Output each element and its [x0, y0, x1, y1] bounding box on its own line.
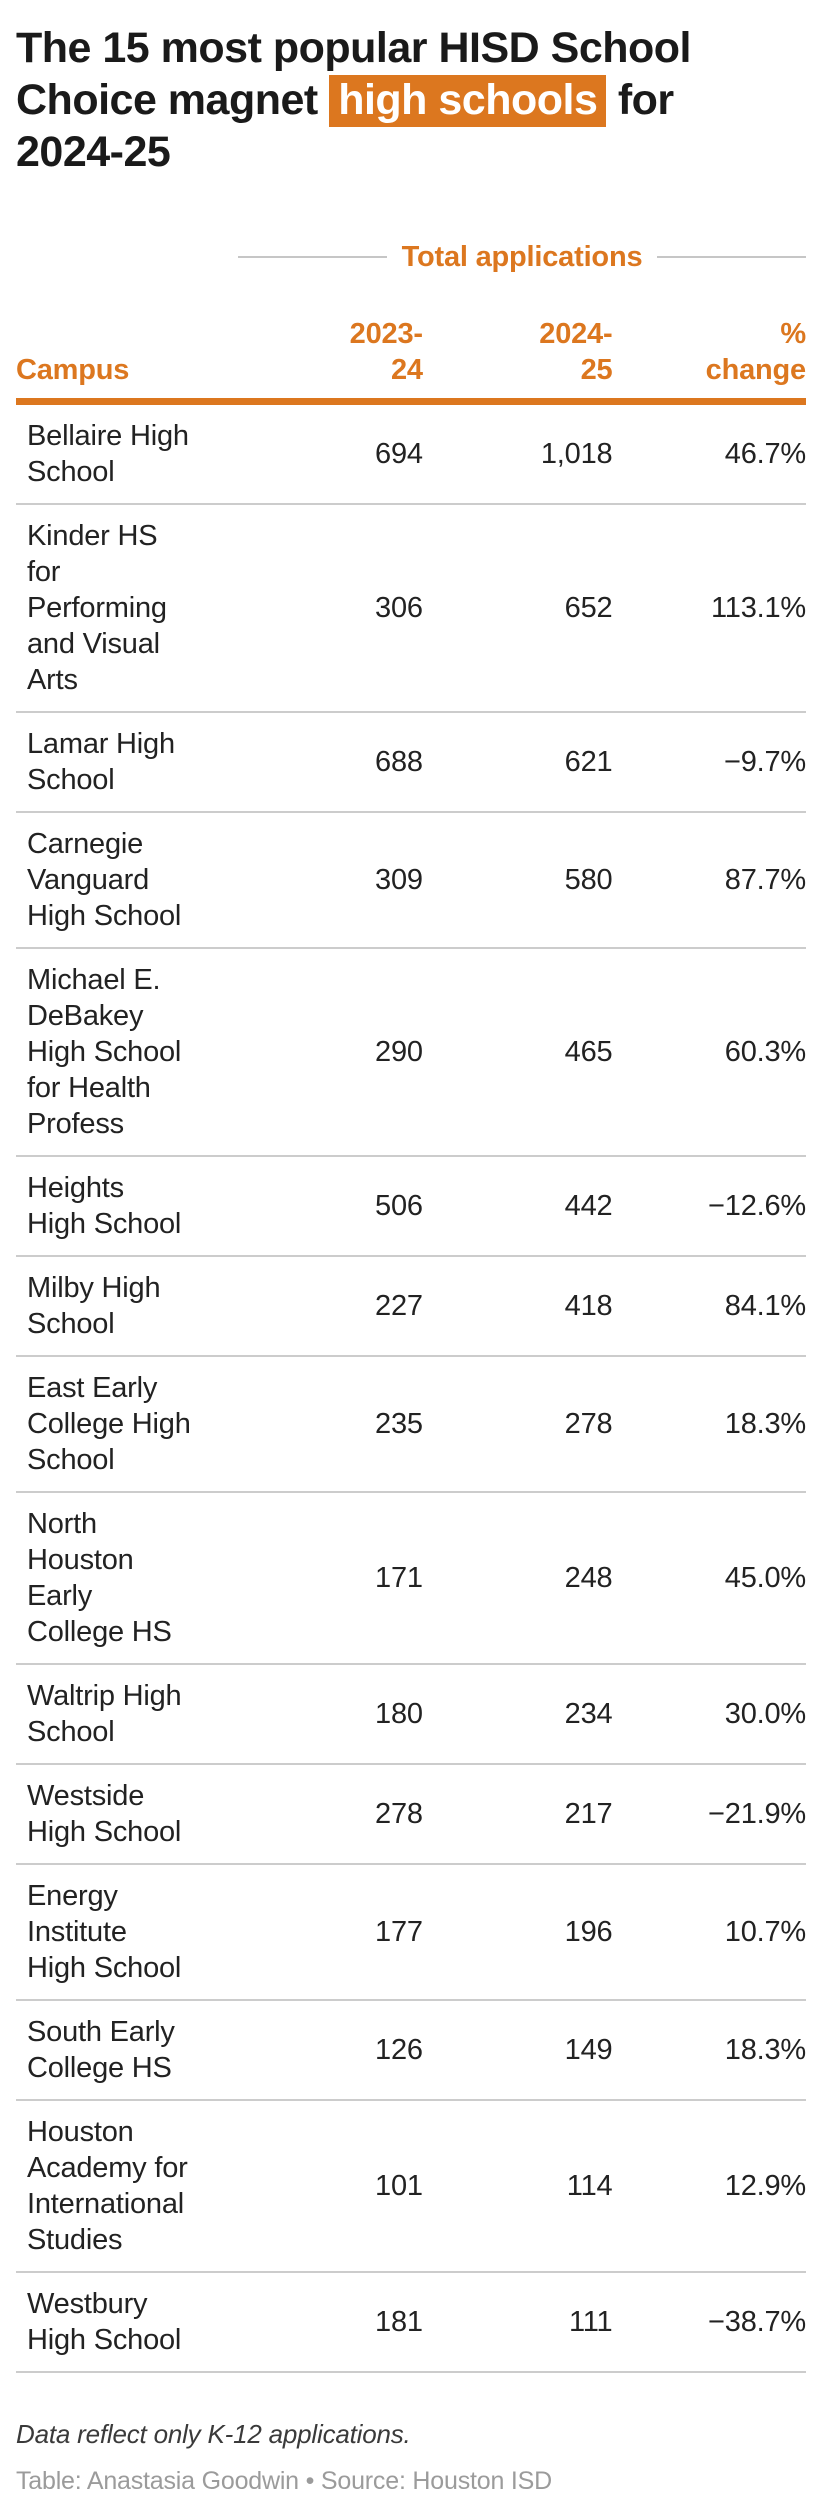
percent-change: −12.6% [708, 1190, 806, 1222]
table-row: Houston Academy for International Studie… [16, 2100, 806, 2272]
applications-2023-24: 694 [375, 438, 423, 470]
title-line-2-post: for [617, 76, 674, 124]
footnote: Data reflect only K-12 applications. [16, 2419, 411, 2449]
percent-change: 84.1% [724, 1290, 806, 1322]
table-row: Carnegie Vanguard High School 309 580 87… [16, 812, 806, 948]
applications-2024-25: 217 [564, 1798, 613, 1830]
campus-name: Lamar High School [27, 728, 175, 796]
percent-change: 60.3% [724, 1036, 806, 1068]
campus-name: Westside High School [27, 1780, 182, 1848]
percent-change: 18.3% [724, 2034, 806, 2066]
applications-2024-25: 652 [564, 592, 613, 624]
applications-2024-25: 114 [566, 2170, 613, 2202]
table-row: Energy Institute High School 177 196 10.… [16, 1864, 806, 2000]
applications-2023-24: 506 [375, 1190, 423, 1222]
applications-2023-24: 227 [375, 1290, 423, 1322]
table-row: Kinder HS for Performing and Visual Arts… [16, 504, 806, 712]
table-row: Westbury High School 181 111 −38.7% [16, 2272, 806, 2372]
campus-name: Westbury High School [27, 2288, 182, 2356]
applications-2023-24: 306 [375, 592, 423, 624]
campus-name: South Early College HS [27, 2016, 175, 2084]
applications-2024-25: 442 [564, 1190, 613, 1222]
campus-name: East Early College High School [27, 1372, 191, 1476]
table-row: Heights High School 506 442 −12.6% [16, 1156, 806, 1256]
title-highlight: high schools [329, 75, 607, 127]
percent-change: −21.9% [708, 1798, 806, 1830]
campus-name: Milby High School [27, 1272, 161, 1340]
table-row: South Early College HS 126 149 18.3% [16, 2000, 806, 2100]
applications-2024-25: 248 [564, 1562, 613, 1594]
applications-2023-24: 309 [375, 864, 423, 896]
percent-change: 12.9% [724, 2170, 806, 2202]
applications-2023-24: 101 [375, 2170, 423, 2202]
column-header-campus: Campus [16, 354, 130, 386]
column-header-2023-24: 2023- 24 [349, 318, 423, 386]
table-header-row: Campus 2023- 24 2024- 25 % change [16, 272, 806, 402]
applications-2024-25: 580 [564, 864, 613, 896]
title-line-3: 2024-25 [16, 128, 171, 176]
table-row: Westside High School 278 217 −21.9% [16, 1764, 806, 1864]
campus-name: Houston Academy for International Studie… [27, 2116, 188, 2256]
group-header-label: Total applications [401, 240, 643, 273]
column-header-pct-change: % change [705, 318, 807, 386]
applications-2023-24: 290 [375, 1036, 423, 1068]
title-line-2-pre: Choice magnet [16, 76, 318, 124]
applications-2023-24: 235 [375, 1408, 423, 1440]
applications-2023-24: 126 [375, 2034, 423, 2066]
applications-2024-25: 1,018 [540, 438, 613, 470]
applications-2024-25: 465 [564, 1036, 613, 1068]
campus-name: Heights High School [27, 1172, 182, 1240]
applications-2024-25: 196 [564, 1916, 613, 1948]
group-header-left-rule [238, 256, 387, 258]
applications-2024-25: 418 [564, 1290, 613, 1322]
percent-change: 30.0% [724, 1698, 806, 1730]
campus-name: Bellaire High School [27, 420, 189, 488]
applications-2024-25: 111 [568, 2306, 613, 2338]
column-group-header: Total applications [238, 240, 806, 273]
applications-2024-25: 234 [564, 1698, 613, 1730]
applications-2023-24: 180 [375, 1698, 423, 1730]
group-header-right-rule [657, 256, 806, 258]
page-title: The 15 most popular HISD School Choice m… [16, 22, 806, 178]
campus-name: Energy Institute High School [27, 1880, 182, 1984]
applications-2023-24: 171 [375, 1562, 423, 1594]
applications-2024-25: 621 [564, 746, 613, 778]
applications-2023-24: 177 [375, 1916, 423, 1948]
campus-name: Kinder HS for Performing and Visual Arts [27, 520, 167, 696]
percent-change: 87.7% [724, 864, 806, 896]
percent-change: 18.3% [724, 1408, 806, 1440]
table-row: Michael E. DeBakey High School for Healt… [16, 948, 806, 1156]
campus-name: Waltrip High School [27, 1680, 182, 1748]
credit-line: Table: Anastasia Goodwin • Source: Houst… [16, 2467, 552, 2495]
table-row: Milby High School 227 418 84.1% [16, 1256, 806, 1356]
campus-name: Carnegie Vanguard High School [27, 828, 182, 932]
percent-change: −38.7% [708, 2306, 806, 2338]
campus-name: Michael E. DeBakey High School for Healt… [27, 964, 182, 1140]
percent-change: 10.7% [724, 1916, 806, 1948]
applications-2023-24: 278 [375, 1798, 423, 1830]
campus-name: North Houston Early College HS [27, 1508, 172, 1648]
applications-2024-25: 149 [564, 2034, 613, 2066]
applications-2023-24: 688 [375, 746, 423, 778]
percent-change: −9.7% [723, 746, 806, 778]
table-row: Lamar High School 688 621 −9.7% [16, 712, 806, 812]
column-header-2024-25: 2024- 25 [539, 318, 613, 386]
applications-2024-25: 278 [564, 1408, 613, 1440]
table-row: East Early College High School 235 278 1… [16, 1356, 806, 1492]
percent-change: 46.7% [724, 438, 806, 470]
applications-table: Campus 2023- 24 2024- 25 % change Bellai… [16, 272, 806, 2373]
table-row: Waltrip High School 180 234 30.0% [16, 1664, 806, 1764]
table-body: Bellaire High School 694 1,018 46.7% Kin… [16, 402, 806, 2372]
applications-2023-24: 181 [375, 2306, 423, 2338]
table-row: North Houston Early College HS 171 248 4… [16, 1492, 806, 1664]
table-row: Bellaire High School 694 1,018 46.7% [16, 402, 806, 504]
title-line-1: The 15 most popular HISD School [16, 24, 691, 72]
percent-change: 45.0% [724, 1562, 806, 1594]
percent-change: 113.1% [710, 592, 806, 624]
